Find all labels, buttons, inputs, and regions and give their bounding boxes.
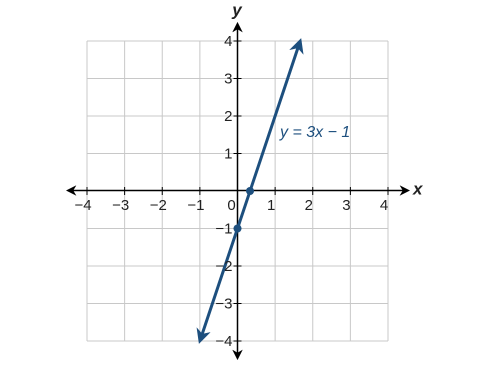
x-tick-label: −1 bbox=[187, 197, 204, 214]
x-tick-label: 3 bbox=[342, 197, 350, 214]
y-tick-label: 3 bbox=[224, 70, 232, 87]
point bbox=[246, 187, 255, 195]
x-tick-label: 4 bbox=[380, 197, 388, 214]
line-label: y = 3x − 1 bbox=[279, 124, 350, 141]
y-axis-label: y bbox=[231, 0, 243, 19]
y-tick-label: 2 bbox=[224, 108, 232, 125]
x-tick-label: 1 bbox=[267, 197, 275, 214]
x-tick-label: −4 bbox=[74, 197, 91, 214]
y-tick-label: 4 bbox=[224, 33, 232, 50]
x-tick-label: −2 bbox=[150, 197, 167, 214]
y-tick-label: 1 bbox=[224, 145, 232, 162]
y-tick-label: −4 bbox=[215, 333, 232, 350]
x-axis-label: x bbox=[412, 179, 424, 198]
point bbox=[233, 224, 242, 233]
x-tick-label: 2 bbox=[305, 197, 313, 214]
y-tick-label: −2 bbox=[215, 258, 232, 275]
plot bbox=[196, 38, 304, 344]
x-tick-label: 0 bbox=[227, 197, 235, 214]
y-tick-label: −3 bbox=[215, 295, 232, 312]
x-tick-label: −3 bbox=[112, 197, 129, 214]
y-tick-label: −1 bbox=[215, 220, 232, 237]
